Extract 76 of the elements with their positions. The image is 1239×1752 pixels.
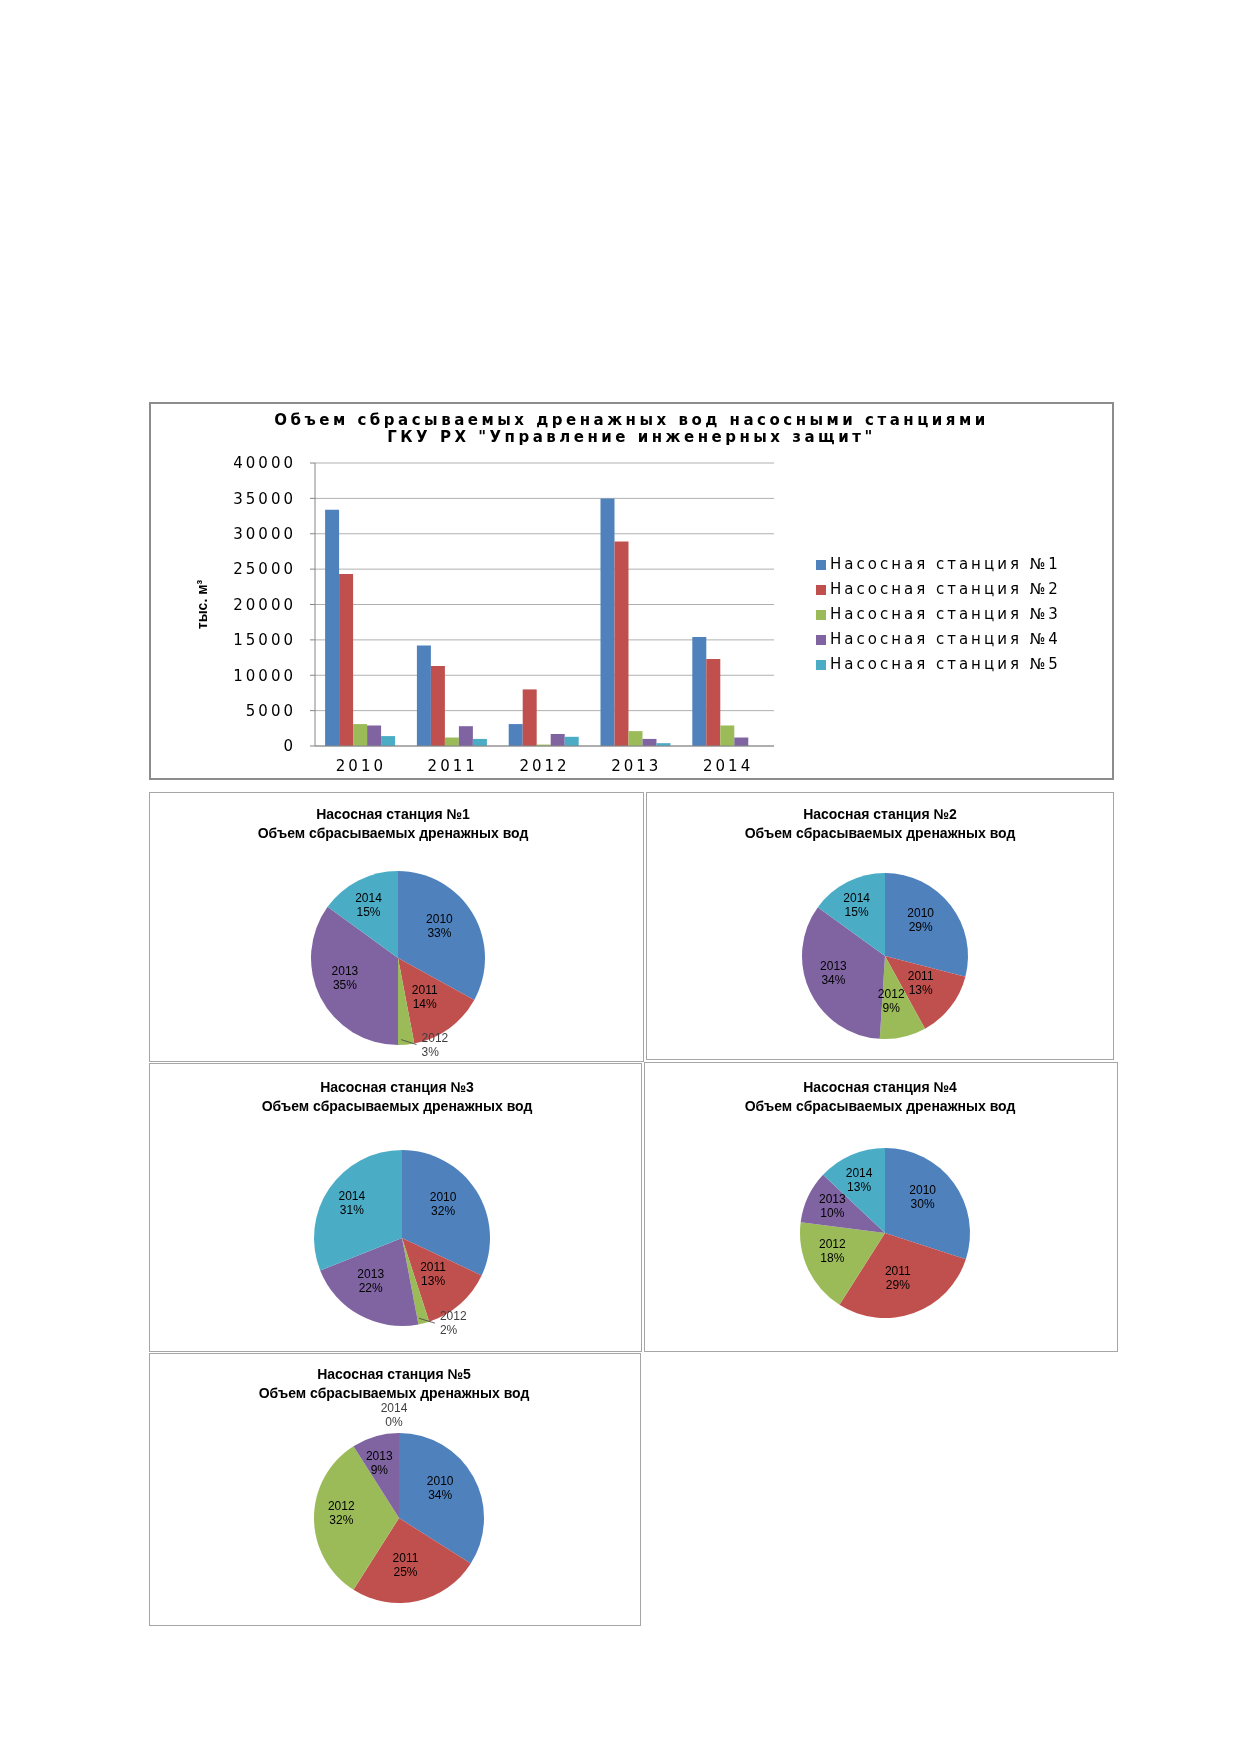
slice-label: 2012: [421, 1030, 449, 1045]
y-tick-label: 15000: [233, 631, 296, 650]
slice-label: 2013: [331, 963, 359, 978]
chart-title: Насосная станция №2 Объем сбрасываемых дренажных вод: [743, 805, 1017, 842]
data-label: 2%: [439, 1323, 458, 1338]
y-tick-label: 40000: [233, 454, 296, 473]
slice-label: 2010: [907, 905, 935, 920]
x-tick-label: 2011: [427, 756, 478, 775]
y-tick-label: 5000: [245, 701, 296, 720]
slice-label: 2010: [426, 1473, 454, 1488]
data-label: 9%: [882, 1001, 901, 1016]
slice-label: 2010: [426, 911, 454, 926]
data-label: 29%: [885, 1277, 911, 1292]
legend-label: Насосная станция №2: [830, 580, 1061, 598]
legend-label: Насосная станция №4: [830, 630, 1061, 648]
data-label: 32%: [329, 1513, 354, 1528]
data-label: 10%: [820, 1205, 845, 1220]
data-label: 13%: [847, 1179, 872, 1194]
slice-label: 2014: [338, 1188, 366, 1203]
data-label: 15%: [844, 905, 869, 920]
data-label: 14%: [412, 996, 438, 1011]
data-label: 35%: [332, 977, 358, 992]
chart-title: Насосная станция №1 Объем сбрасываемых дренажных вод: [256, 805, 530, 842]
slice-label: 2013: [820, 959, 848, 974]
data-label: 29%: [908, 919, 933, 934]
data-label: 33%: [427, 925, 452, 940]
legend-label: Насосная станция №5: [830, 655, 1061, 673]
y-tick-label: 0: [283, 737, 296, 756]
slice-label: 2014: [355, 891, 383, 906]
y-tick-label: 30000: [233, 525, 296, 544]
chart-title: Насосная станция №4 Объем сбрасываемых дренажных вод: [743, 1078, 1017, 1115]
data-label: 3%: [421, 1044, 440, 1059]
slice-label: 2010: [429, 1189, 457, 1204]
legend-label: Насосная станция №1: [830, 555, 1061, 573]
slice-label: 2012: [439, 1309, 467, 1324]
slice-label: 2014: [845, 1165, 873, 1180]
data-label: 34%: [821, 973, 846, 988]
slice-label: 2011: [420, 1260, 447, 1275]
y-tick-label: 35000: [233, 489, 296, 508]
data-label: 22%: [358, 1281, 384, 1296]
slice-label: 2011: [884, 1263, 912, 1278]
category-label: 2014: [380, 1401, 408, 1416]
slice-label: 2011: [411, 982, 438, 997]
slice-label: 2012: [877, 987, 905, 1002]
data-label: 13%: [421, 1274, 446, 1289]
x-tick-label: 2012: [519, 756, 570, 775]
data-label: 13%: [908, 982, 933, 997]
y-tick-label: 10000: [233, 666, 296, 685]
slice-label: 2011: [907, 968, 934, 983]
slice-label: 2011: [392, 1550, 419, 1565]
slice-label: 2013: [357, 1267, 385, 1282]
slice-label: 2010: [909, 1183, 937, 1198]
slice-label: 2013: [818, 1191, 846, 1206]
data-label: 9%: [370, 1462, 389, 1477]
chart-title: Насосная станция №5 Объем сбрасываемых дренажных вод: [257, 1365, 531, 1402]
data-label: 30%: [910, 1197, 935, 1212]
slice-label: 2012: [818, 1236, 846, 1251]
data-label: 25%: [393, 1564, 418, 1579]
data-label: 34%: [428, 1487, 453, 1502]
slice-label: 2013: [365, 1448, 393, 1463]
y-axis-title: тыс. м³: [194, 579, 210, 630]
y-tick-label: 20000: [233, 595, 296, 614]
slice-label: 2012: [327, 1499, 355, 1514]
x-tick-label: 2014: [703, 756, 754, 775]
chart-title: Объем сбрасываемых дренажных вод насосными станциями ГКУ РХ "Управление инженерных защит": [273, 411, 990, 446]
y-tick-label: 25000: [233, 560, 296, 579]
data-label: 31%: [339, 1202, 365, 1217]
data-label: 15%: [356, 905, 381, 920]
data-label: 32%: [431, 1203, 456, 1218]
legend-label: Насосная станция №3: [830, 605, 1061, 623]
slice-label: 2014: [843, 891, 871, 906]
text: 0%: [385, 1415, 403, 1430]
chart-title: Насосная станция №3 Объем сбрасываемых дренажных вод: [260, 1078, 534, 1115]
x-tick-label: 2010: [335, 756, 386, 775]
data-label: 18%: [820, 1250, 845, 1265]
x-tick-label: 2013: [611, 756, 662, 775]
